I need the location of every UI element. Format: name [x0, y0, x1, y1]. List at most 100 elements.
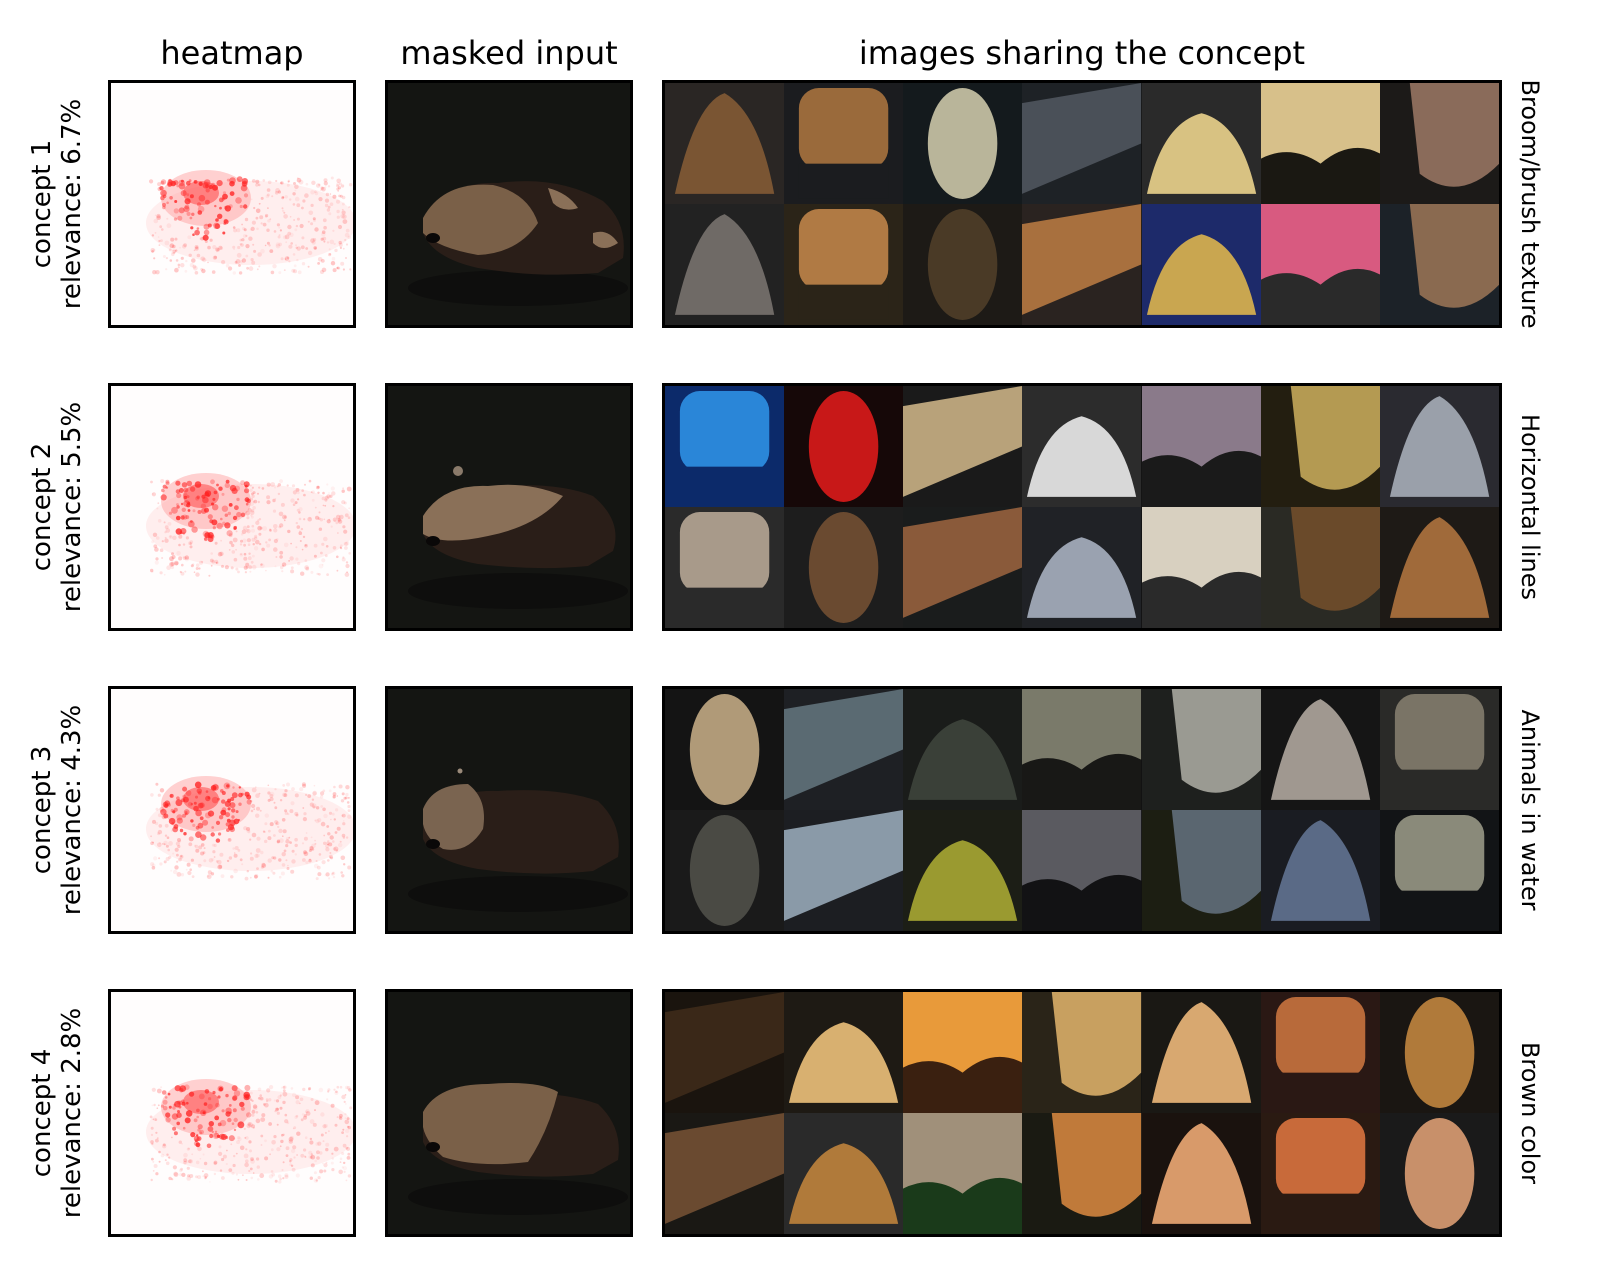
- concept-example-image: [1022, 83, 1142, 204]
- concept-example-image: [665, 204, 785, 325]
- concept-image-grid: [662, 686, 1502, 934]
- relevance-label: relevance: 2.8%: [57, 1007, 87, 1219]
- concept-example-image: [784, 507, 904, 628]
- concept-label: concept 3: [27, 745, 57, 875]
- concept-example-image: [665, 83, 785, 204]
- concept-label: concept 2: [27, 442, 57, 572]
- column-header-masked-input: masked input: [400, 34, 618, 72]
- concept-example-image: [1379, 689, 1499, 810]
- concept-example-image: [784, 386, 904, 507]
- concept-example-image: [1379, 1113, 1499, 1234]
- heatmap-panel: [108, 383, 356, 631]
- relevance-label: relevance: 6.7%: [57, 98, 87, 310]
- concept-example-image: [1141, 386, 1261, 507]
- row-label: concept 1 relevance: 6.7%: [25, 80, 89, 328]
- concept-example-image: [903, 992, 1023, 1113]
- concept-example-image: [1260, 386, 1380, 507]
- concept-example-image: [1141, 507, 1261, 628]
- concept-example-image: [1022, 689, 1142, 810]
- concept-example-image: [784, 83, 904, 204]
- concept-name-label: Brown color: [1508, 989, 1552, 1237]
- concept-example-image: [1260, 204, 1380, 325]
- masked-input-panel: [385, 383, 633, 631]
- concept-example-image: [784, 1113, 904, 1234]
- concept-example-image: [1141, 204, 1261, 325]
- concept-example-image: [1260, 83, 1380, 204]
- concept-example-image: [1141, 810, 1261, 931]
- concept-example-image: [903, 204, 1023, 325]
- concept-example-image: [903, 83, 1023, 204]
- concept-name: Animals in water: [1516, 709, 1544, 911]
- concept-example-image: [665, 386, 785, 507]
- concept-name-label: Broom/brush texture: [1508, 79, 1552, 329]
- concept-example-image: [903, 1113, 1023, 1234]
- concept-example-image: [665, 1113, 785, 1234]
- concept-label: concept 4: [27, 1048, 57, 1178]
- concept-row: concept 3 relevance: 4.3%: [0, 686, 1600, 934]
- masked-input-panel: [385, 80, 633, 328]
- masked-input-image: [388, 992, 630, 1234]
- relevance-label: relevance: 4.3%: [57, 704, 87, 916]
- concept-example-image: [903, 689, 1023, 810]
- concept-example-image: [1260, 810, 1380, 931]
- heatmap-panel: [108, 989, 356, 1237]
- concept-name-label: Animals in water: [1508, 686, 1552, 934]
- concept-name: Brown color: [1516, 1041, 1544, 1185]
- masked-input-image: [388, 689, 630, 931]
- concept-example-image: [784, 689, 904, 810]
- heatmap-panel: [108, 80, 356, 328]
- masked-input-image: [388, 386, 630, 628]
- concept-example-image: [784, 204, 904, 325]
- concept-example-image: [1260, 1113, 1380, 1234]
- heatmap-image: [146, 473, 353, 577]
- concept-name-label: Horizontal lines: [1508, 383, 1552, 631]
- concept-example-image: [1022, 204, 1142, 325]
- masked-input-panel: [385, 989, 633, 1237]
- concept-image-grid: [662, 989, 1502, 1237]
- concept-image-grid: [662, 80, 1502, 328]
- column-header-heatmap: heatmap: [160, 34, 304, 72]
- concept-example-image: [665, 689, 785, 810]
- concept-row: concept 2 relevance: 5.5%: [0, 383, 1600, 631]
- concept-example-image: [1022, 992, 1142, 1113]
- heatmap-image: [146, 776, 353, 881]
- relevance-label: relevance: 5.5%: [57, 401, 87, 613]
- concept-example-image: [1379, 507, 1499, 628]
- masked-input-image: [388, 83, 630, 325]
- concept-example-image: [1141, 992, 1261, 1113]
- column-header-images: images sharing the concept: [858, 34, 1306, 72]
- row-label: concept 3 relevance: 4.3%: [25, 686, 89, 934]
- concept-example-image: [903, 386, 1023, 507]
- concept-name: Broom/brush texture: [1516, 79, 1544, 329]
- concept-example-image: [665, 992, 785, 1113]
- masked-input-panel: [385, 686, 633, 934]
- concept-example-image: [1022, 386, 1142, 507]
- concept-example-image: [1022, 810, 1142, 931]
- concept-example-image: [1022, 507, 1142, 628]
- concept-example-image: [1379, 810, 1499, 931]
- heatmap-panel: [108, 686, 356, 934]
- concept-example-image: [784, 992, 904, 1113]
- concept-example-image: [1379, 204, 1499, 325]
- concept-example-image: [1260, 507, 1380, 628]
- concept-name: Horizontal lines: [1516, 414, 1544, 600]
- concept-example-image: [903, 507, 1023, 628]
- row-label: concept 2 relevance: 5.5%: [25, 383, 89, 631]
- concept-row: concept 1 relevance: 6.7%: [0, 79, 1600, 329]
- concept-example-image: [1260, 689, 1380, 810]
- concept-example-image: [784, 810, 904, 931]
- concept-example-image: [1141, 689, 1261, 810]
- heatmap-image: [146, 170, 353, 275]
- concept-example-image: [903, 810, 1023, 931]
- concept-example-image: [1379, 83, 1499, 204]
- concept-example-image: [1022, 1113, 1142, 1234]
- concept-example-image: [1141, 1113, 1261, 1234]
- concept-image-grid: [662, 383, 1502, 631]
- concept-label: concept 1: [27, 139, 57, 269]
- concept-example-image: [665, 810, 785, 931]
- concept-example-image: [665, 507, 785, 628]
- row-label: concept 4 relevance: 2.8%: [25, 989, 89, 1237]
- heatmap-image: [146, 1079, 353, 1184]
- concept-row: concept 4 relevance: 2.8%: [0, 989, 1600, 1237]
- concept-example-image: [1379, 386, 1499, 507]
